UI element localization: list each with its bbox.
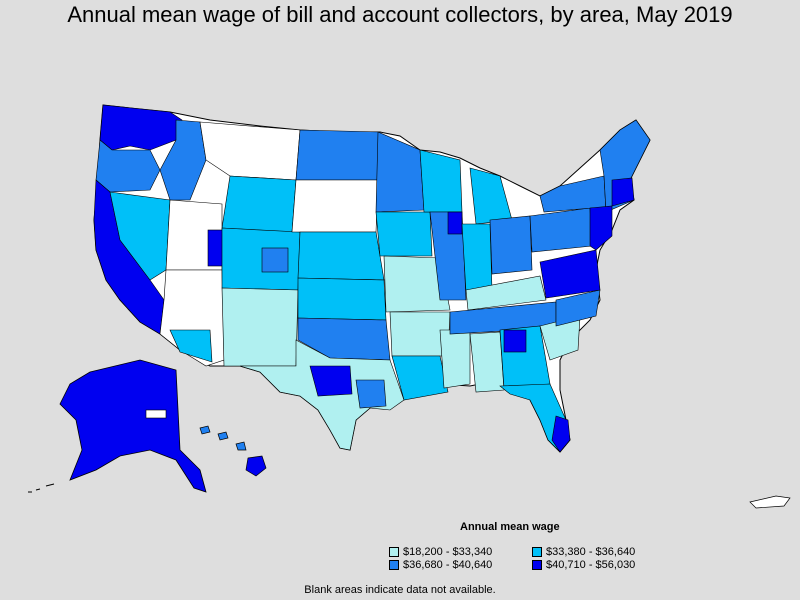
region-boston (611, 177, 635, 207)
legend-swatch-2 (532, 547, 542, 557)
region-hawaii-maui (235, 441, 247, 451)
region-new-mexico (221, 287, 299, 367)
legend-label-2: $33,380 - $36,640 (546, 546, 636, 558)
legend-label-1: $18,200 - $33,340 (403, 546, 493, 558)
region-aleutians (28, 483, 55, 493)
region-atlanta (503, 329, 527, 353)
region-north-dakota (295, 129, 381, 181)
region-nevada (109, 191, 171, 281)
region-chicago (447, 211, 463, 235)
region-hawaii-big-island (245, 455, 267, 477)
region-minnesota (375, 131, 425, 213)
region-south-dakota (291, 179, 379, 233)
region-alaska (59, 359, 207, 493)
region-houston (355, 379, 387, 409)
legend-title: Annual mean wage (460, 521, 560, 533)
region-denver (261, 247, 289, 273)
region-virginia (539, 249, 601, 299)
region-alaska-blank (145, 409, 167, 419)
legend-item-3: $36,680 - $40,640 (389, 559, 492, 571)
legend-swatch-3 (389, 560, 399, 570)
footnote: Blank areas indicate data not available. (304, 584, 496, 596)
region-phoenix (169, 329, 213, 363)
region-south-florida (551, 415, 571, 453)
region-michigan (469, 167, 513, 225)
region-florida (499, 383, 571, 453)
region-indiana (461, 223, 493, 293)
region-alabama (469, 331, 505, 393)
region-kentucky (465, 275, 547, 311)
legend-swatch-1 (389, 547, 399, 557)
legend-label-4: $40,710 - $56,030 (546, 559, 636, 571)
region-iowa (375, 211, 433, 257)
legend-item-2: $33,380 - $36,640 (532, 546, 635, 558)
region-salt-lake (207, 229, 225, 267)
region-louisiana (391, 355, 449, 401)
legend-item-4: $40,710 - $56,030 (532, 559, 635, 571)
region-puerto-rico (749, 495, 791, 509)
region-missouri (383, 255, 451, 313)
region-dallas (309, 365, 353, 397)
region-north-carolina (555, 289, 601, 327)
region-wisconsin (419, 149, 463, 213)
region-nyc-nj (589, 205, 613, 251)
region-nebraska (297, 231, 385, 281)
region-hawaii-kauai (199, 425, 211, 435)
region-wyoming (221, 175, 297, 233)
region-ohio (489, 215, 533, 275)
legend-label-3: $36,680 - $40,640 (403, 559, 493, 571)
page-title: Annual mean wage of bill and account col… (67, 2, 733, 27)
legend-item-1: $18,200 - $33,340 (389, 546, 492, 558)
region-kansas (297, 277, 387, 321)
legend-swatch-4 (532, 560, 542, 570)
region-mississippi (439, 329, 471, 389)
region-hawaii-oahu (217, 431, 229, 441)
region-pennsylvania (529, 207, 593, 253)
